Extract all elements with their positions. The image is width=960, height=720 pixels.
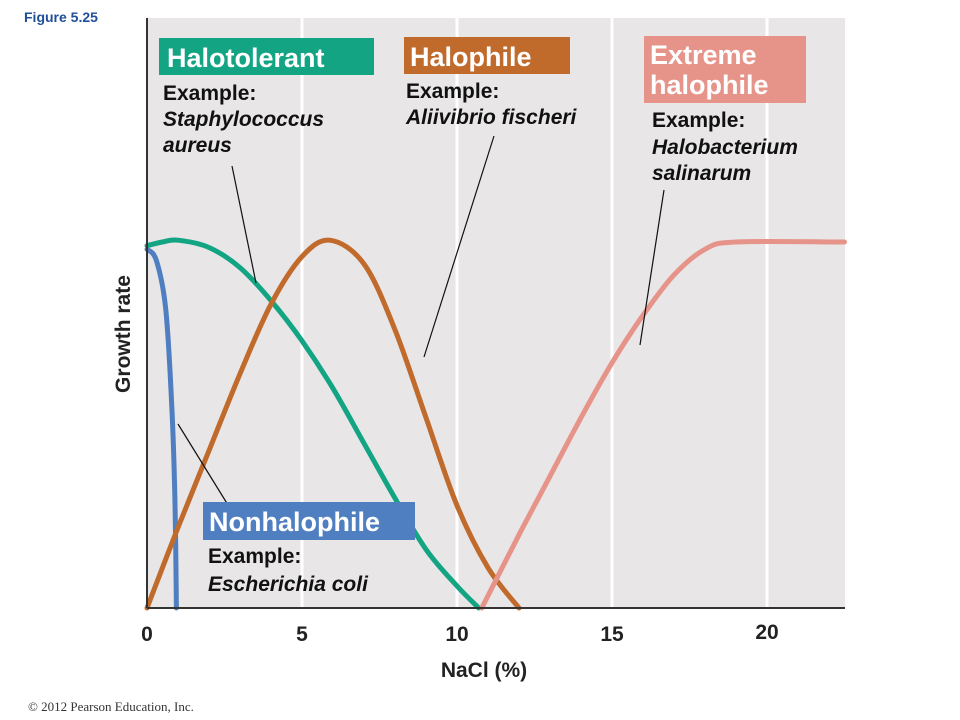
halotolerant-example-label: Example:: [163, 82, 256, 105]
halotolerant-box: [159, 38, 374, 75]
halophile-box: [404, 37, 570, 74]
nonhalophile-curve: [144, 246, 179, 611]
leader-lines: [177, 135, 665, 506]
halophile-example-label: Example:: [406, 80, 499, 103]
halotolerant-curve: [144, 237, 482, 611]
extreme-halophile-box: [644, 36, 806, 103]
extreme-halophile-label: Extreme halophile Example: Halobacterium…: [644, 36, 806, 185]
nonhalophile-box-text: Nonhalophile: [209, 507, 380, 537]
nonhalophile-species-line1: Escherichia coli: [208, 573, 369, 596]
nonhalophile-example-label: Example:: [208, 545, 301, 568]
nonhalophile-box: [203, 502, 415, 540]
halotolerant-leader-line: [231, 165, 257, 284]
halotolerant-label: Halotolerant Example: Staphylococcus aur…: [159, 38, 374, 157]
x-tick-label-15: 15: [600, 623, 624, 646]
x-tick-label-5: 5: [296, 623, 308, 646]
curves: [144, 237, 847, 611]
extreme-halophile-box-text-line2: halophile: [650, 70, 769, 100]
halophile-box-text: Halophile: [410, 42, 532, 72]
extreme-halophile-box-text-line1: Extreme: [650, 40, 757, 70]
figure-label: Figure 5.25: [24, 9, 98, 25]
x-tick-label-10: 10: [445, 623, 468, 646]
halophile-species-line1: Aliivibrio fischeri: [405, 106, 578, 129]
extreme-halophile-curve: [479, 238, 847, 611]
copyright-text: © 2012 Pearson Education, Inc.: [28, 699, 194, 714]
extreme-halophile-leader-line: [639, 189, 665, 346]
x-tick-labels: 0 5 10 15 20: [141, 621, 779, 646]
x-tick-label-0: 0: [141, 623, 153, 646]
extreme-halophile-species-line1: Halobacterium: [652, 136, 798, 159]
halophile-leader-line: [423, 135, 495, 358]
x-tick-label-20: 20: [755, 621, 778, 644]
extreme-halophile-example-label: Example:: [652, 109, 745, 132]
halophile-label: Halophile Example: Aliivibrio fischeri: [404, 37, 578, 129]
y-axis-title: Growth rate: [112, 275, 135, 393]
halophile-curve: [144, 237, 522, 611]
halotolerant-species-line2: aureus: [163, 134, 232, 157]
nonhalophile-leader-line: [177, 423, 229, 506]
nonhalophile-label: Nonhalophile Example: Escherichia coli: [203, 502, 415, 596]
x-axis-title: NaCl (%): [441, 659, 527, 682]
halotolerant-species-line1: Staphylococcus: [163, 108, 324, 131]
extreme-halophile-species-line2: salinarum: [652, 162, 751, 185]
halotolerant-box-text: Halotolerant: [167, 43, 325, 73]
